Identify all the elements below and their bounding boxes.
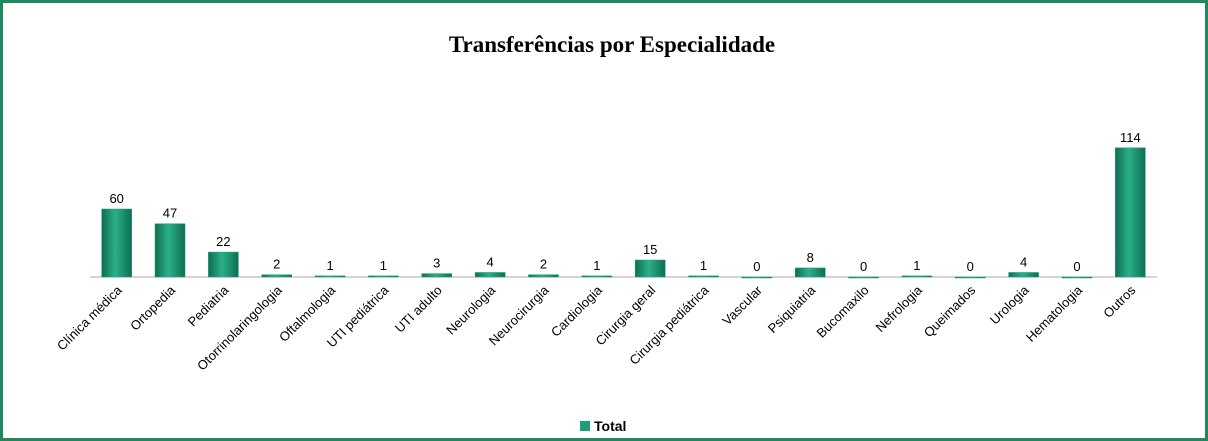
data-label: 15 [643,242,657,257]
bar [1061,276,1093,279]
bar [368,275,399,278]
data-label: 1 [593,258,600,273]
data-label: 22 [216,234,230,249]
bar [208,251,239,278]
bar [955,276,986,279]
bar [528,274,559,278]
bar [741,276,773,279]
bar [101,208,132,278]
bar [1008,272,1039,278]
data-label: 0 [860,259,867,274]
bar [474,272,506,278]
data-label: 2 [273,257,280,272]
bar [848,276,879,279]
bar [261,274,292,278]
data-label: 1 [700,258,707,273]
bar [1115,147,1146,278]
data-label: 0 [753,259,760,274]
data-label: 60 [109,191,123,206]
bar [581,275,613,278]
legend-swatch [580,421,590,431]
bar [154,223,186,278]
data-label: 0 [1073,259,1080,274]
bar [421,273,453,278]
data-label: 2 [540,257,547,272]
bar [794,267,826,278]
data-label: 4 [487,254,494,269]
bar [634,259,666,278]
data-label: 1 [913,258,920,273]
data-label: 114 [1120,130,1141,145]
chart-title: Transferências por Especialidade [449,32,775,57]
data-label: 0 [967,259,974,274]
data-label: 1 [380,258,387,273]
legend-label: Total [594,418,626,434]
data-label: 47 [163,206,177,221]
data-label: 4 [1020,254,1027,269]
data-label: 3 [433,256,440,271]
bar [314,275,346,278]
data-label: 1 [326,258,333,273]
bar [688,275,719,278]
data-label: 8 [807,250,814,265]
bar [901,275,933,278]
